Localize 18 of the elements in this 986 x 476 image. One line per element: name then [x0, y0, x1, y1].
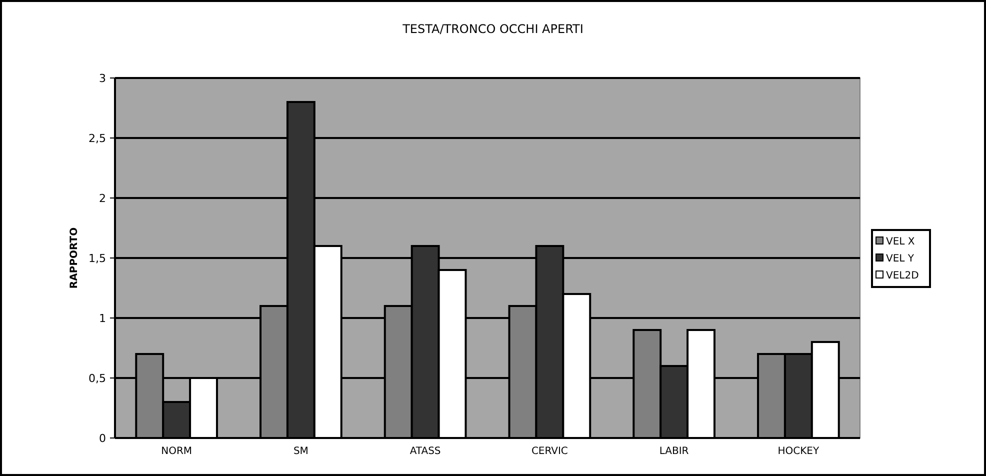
y-tick-label: 0,5: [88, 372, 106, 385]
y-tick-label: 2,5: [88, 132, 106, 145]
y-tick-label: 3: [99, 72, 106, 85]
chart-title: TESTA/TRONCO OCCHI APERTI: [402, 22, 584, 36]
y-axis-title: RAPPORTO: [69, 227, 80, 289]
y-tick-label: 1: [99, 312, 106, 325]
x-tick-label: LABIR: [659, 446, 689, 457]
legend-label: VEL Y: [886, 254, 915, 264]
y-tick-label: 2: [99, 192, 106, 205]
x-tick-label: HOCKEY: [778, 446, 820, 457]
x-tick-label: SM: [293, 446, 308, 457]
x-tick-label: CERVIC: [531, 446, 568, 457]
x-tick-label: NORM: [161, 446, 192, 457]
x-tick-label: ATASS: [410, 446, 441, 457]
legend-label: VEL2D: [886, 270, 920, 282]
legend-label: VEL X: [886, 236, 915, 248]
y-tick-label: 0: [99, 432, 106, 445]
y-tick-label: 1,5: [88, 252, 106, 265]
